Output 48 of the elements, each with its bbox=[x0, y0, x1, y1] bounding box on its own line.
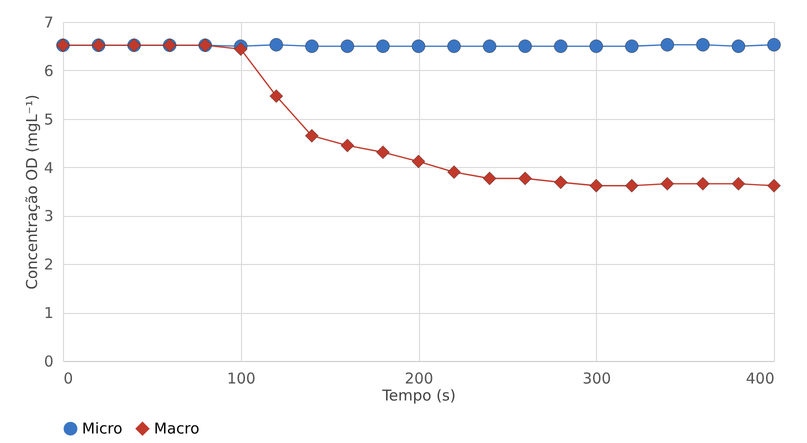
x-tick-label: 400 bbox=[746, 370, 774, 388]
point bbox=[376, 40, 390, 53]
point bbox=[696, 177, 710, 190]
y-axis-title: Concentração OD (mgL⁻¹) bbox=[22, 94, 41, 290]
point bbox=[305, 129, 319, 143]
y-tick-label: 7 bbox=[44, 14, 54, 32]
x-axis-title: Tempo (s) bbox=[381, 386, 456, 404]
y-tick-label: 6 bbox=[44, 62, 54, 80]
point bbox=[412, 154, 426, 168]
y-tick-label: 5 bbox=[44, 110, 54, 128]
x-tick-label: 100 bbox=[226, 370, 256, 388]
point bbox=[270, 38, 284, 52]
y-tick-label: 4 bbox=[44, 158, 54, 177]
point bbox=[518, 172, 532, 186]
legend-label: Macro bbox=[154, 420, 200, 438]
point bbox=[767, 38, 781, 52]
point bbox=[340, 40, 354, 53]
point bbox=[447, 165, 461, 179]
point bbox=[482, 172, 496, 186]
x-tick-label: 300 bbox=[582, 370, 612, 388]
x-tick-label: 200 bbox=[404, 370, 434, 388]
y-tick-label: 0 bbox=[44, 352, 54, 370]
point bbox=[518, 40, 532, 53]
point bbox=[376, 146, 390, 159]
point bbox=[767, 178, 781, 192]
x-tick-label: 0 bbox=[64, 370, 74, 388]
point bbox=[482, 40, 496, 53]
point bbox=[625, 178, 639, 192]
point bbox=[660, 38, 674, 52]
y-tick-label: 1 bbox=[44, 304, 54, 322]
legend-label: Micro bbox=[82, 420, 122, 438]
point bbox=[305, 40, 319, 53]
point bbox=[412, 40, 426, 53]
point bbox=[732, 177, 746, 190]
point bbox=[234, 42, 248, 56]
point bbox=[270, 89, 284, 103]
point bbox=[554, 176, 568, 190]
point bbox=[340, 138, 354, 152]
y-tick-label: 3 bbox=[44, 207, 54, 226]
point bbox=[590, 40, 603, 53]
point bbox=[660, 177, 674, 190]
point bbox=[554, 40, 568, 53]
point bbox=[732, 40, 746, 53]
y-tick-label: 2 bbox=[44, 256, 54, 274]
point bbox=[447, 40, 461, 53]
point bbox=[625, 40, 639, 53]
point bbox=[590, 178, 603, 192]
point bbox=[696, 38, 710, 52]
